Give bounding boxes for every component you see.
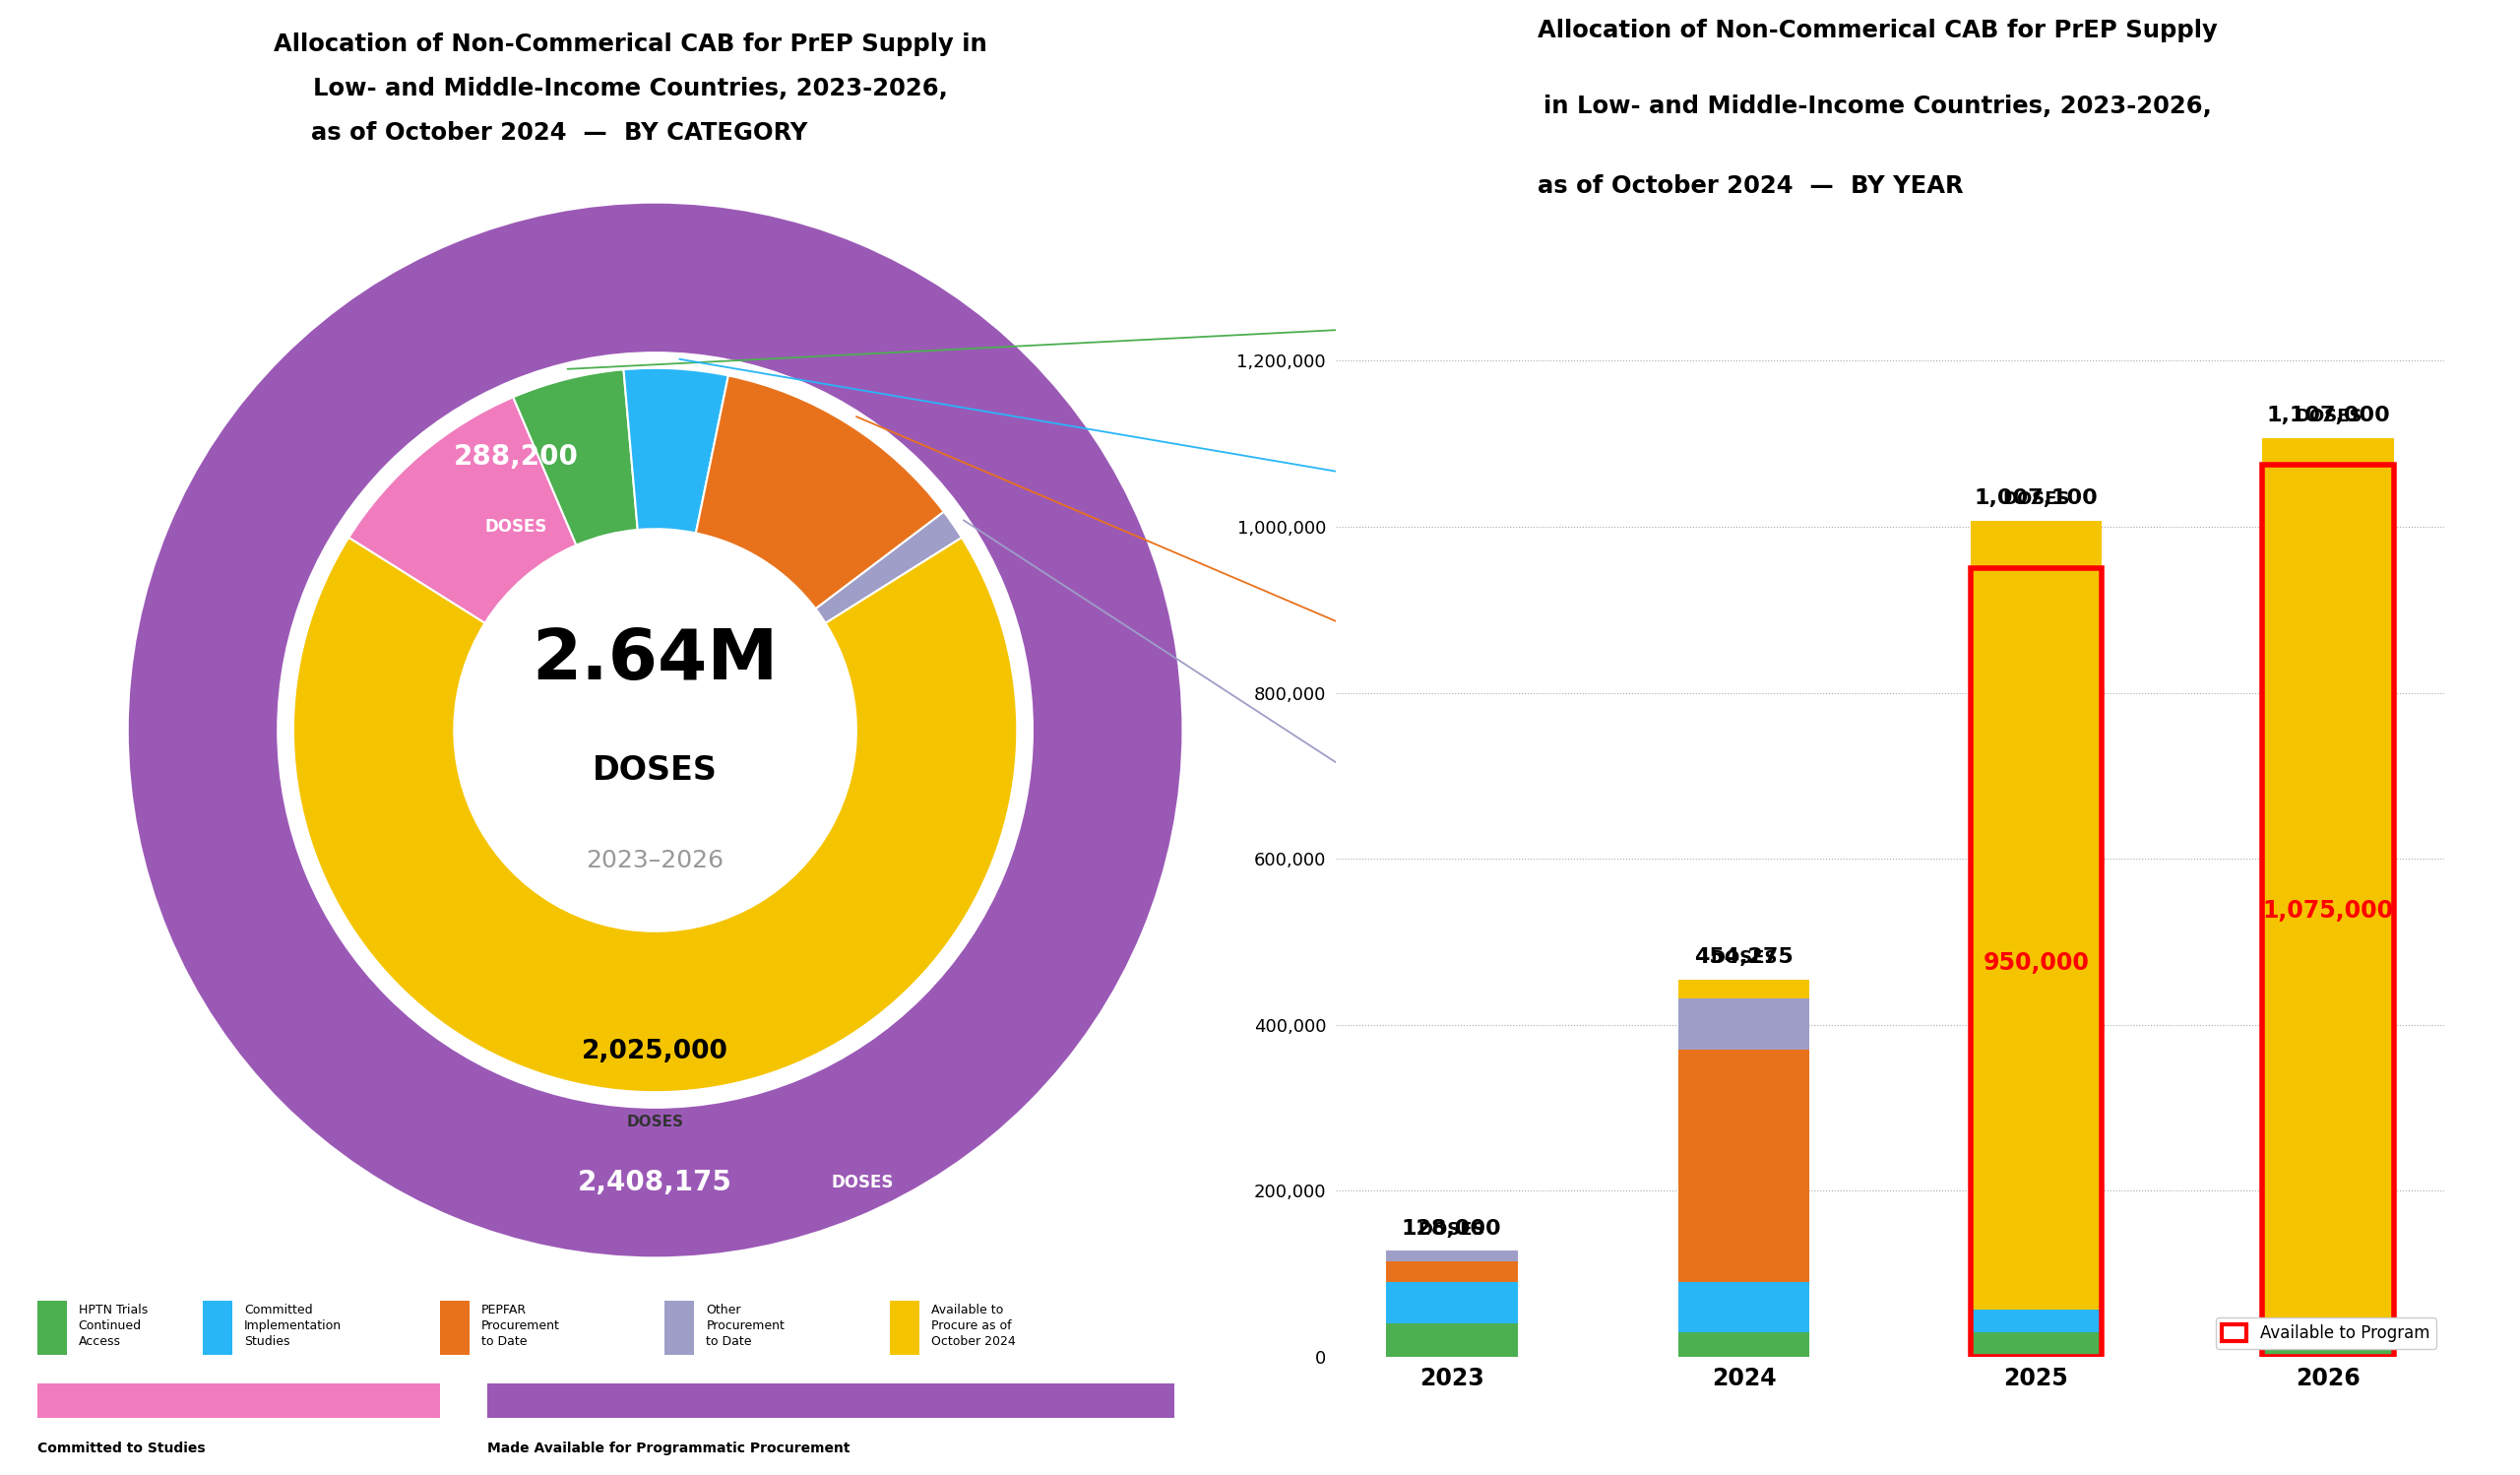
FancyBboxPatch shape [38, 1301, 66, 1354]
Text: Available to
Procure as of
October 2024: Available to Procure as of October 2024 [932, 1304, 1016, 1348]
Wedge shape [514, 369, 638, 546]
Bar [2263, 465, 2394, 1357]
Bar [1678, 1282, 1809, 1332]
Text: Other
Procurement
to Date: Other Procurement to Date [706, 1304, 784, 1348]
Wedge shape [622, 369, 728, 532]
Text: DOSES: DOSES [1711, 929, 1777, 968]
Text: HPTN Trials
Continued
Access: HPTN Trials Continued Access [78, 1304, 149, 1348]
Text: 2023–2026: 2023–2026 [587, 850, 723, 873]
FancyBboxPatch shape [665, 1301, 696, 1354]
Text: BY YEAR: BY YEAR [1850, 174, 1963, 198]
FancyBboxPatch shape [486, 1384, 1174, 1417]
Text: DOSES: DOSES [1419, 701, 1477, 718]
Text: 1,107,000: 1,107,000 [2265, 406, 2389, 425]
Bar [1971, 568, 2102, 1357]
Text: DOSES: DOSES [2003, 471, 2069, 509]
Bar [1386, 1261, 1517, 1282]
FancyBboxPatch shape [38, 1384, 441, 1417]
Text: Low- and Middle-Income Countries, 2023-2026,: Low- and Middle-Income Countries, 2023-2… [312, 77, 948, 100]
Bar [2263, 438, 2394, 1330]
Wedge shape [129, 202, 1182, 1258]
Text: DOSES: DOSES [1419, 1201, 1484, 1238]
Bar [1678, 979, 1809, 999]
Text: 41,175: 41,175 [1419, 777, 1525, 804]
Text: Allocation of Non-Commerical CAB for PrEP Supply: Allocation of Non-Commerical CAB for PrE… [1537, 19, 2218, 43]
Bar [1678, 1332, 1809, 1357]
FancyBboxPatch shape [202, 1301, 232, 1354]
Bar [1971, 1310, 2102, 1332]
Text: Made Available for Programmatic Procurement: Made Available for Programmatic Procurem… [486, 1443, 849, 1456]
Text: as of October 2024  —: as of October 2024 — [1537, 174, 1850, 198]
Bar [1386, 1251, 1517, 1261]
Bar [1678, 1050, 1809, 1282]
Bar [1386, 1282, 1517, 1323]
Text: 128,000: 128,000 [1401, 1218, 1502, 1238]
Text: DOSES: DOSES [2296, 386, 2361, 425]
Bar [2263, 1332, 2394, 1357]
Bar [1971, 1332, 2102, 1357]
Text: Allocation of Non-Commerical CAB for PrEP Supply in: Allocation of Non-Commerical CAB for PrE… [272, 32, 988, 56]
Bar [2263, 1330, 2394, 1332]
FancyBboxPatch shape [890, 1301, 920, 1354]
Text: 2.64M: 2.64M [532, 625, 779, 693]
Text: as of October 2024  —: as of October 2024 — [310, 121, 625, 145]
Text: in Low- and Middle-Income Countries, 2023-2026,: in Low- and Middle-Income Countries, 202… [1542, 94, 2213, 118]
Text: 138,200: 138,200 [1419, 465, 1545, 493]
Legend: Available to Program: Available to Program [2215, 1317, 2437, 1348]
Wedge shape [292, 537, 1018, 1092]
Text: 1,007,100: 1,007,100 [1973, 488, 2099, 509]
Text: PEPFAR
Procurement
to Date: PEPFAR Procurement to Date [481, 1304, 559, 1348]
Text: DOSES: DOSES [832, 1174, 895, 1192]
Text: DOSES: DOSES [1419, 853, 1477, 870]
Text: DOSES: DOSES [627, 1115, 683, 1130]
Text: Committed to Studies: Committed to Studies [38, 1443, 204, 1456]
Text: DOSES: DOSES [592, 754, 718, 786]
FancyBboxPatch shape [441, 1301, 469, 1354]
Bar [1678, 999, 1809, 1050]
Text: DOSES: DOSES [1419, 389, 1477, 407]
Text: 454,275: 454,275 [1693, 947, 1794, 968]
Wedge shape [348, 397, 577, 622]
Circle shape [459, 534, 852, 926]
Text: DOSES: DOSES [1419, 540, 1477, 558]
Text: Committed
Implementation
Studies: Committed Implementation Studies [244, 1304, 343, 1348]
Wedge shape [696, 376, 945, 609]
Text: 150,000: 150,000 [1419, 314, 1545, 342]
Text: 1,075,000: 1,075,000 [2263, 898, 2394, 922]
Text: DOSES: DOSES [486, 518, 547, 535]
Text: 342,000: 342,000 [1419, 625, 1545, 653]
Wedge shape [816, 512, 963, 622]
Text: 950,000: 950,000 [1983, 951, 2089, 975]
Text: 2,408,175: 2,408,175 [577, 1168, 733, 1196]
Bar [1386, 1323, 1517, 1357]
Text: 2,025,000: 2,025,000 [582, 1040, 728, 1065]
Bar [1971, 521, 2102, 1310]
Text: 288,200: 288,200 [454, 442, 580, 471]
Text: BY CATEGORY: BY CATEGORY [625, 121, 806, 145]
